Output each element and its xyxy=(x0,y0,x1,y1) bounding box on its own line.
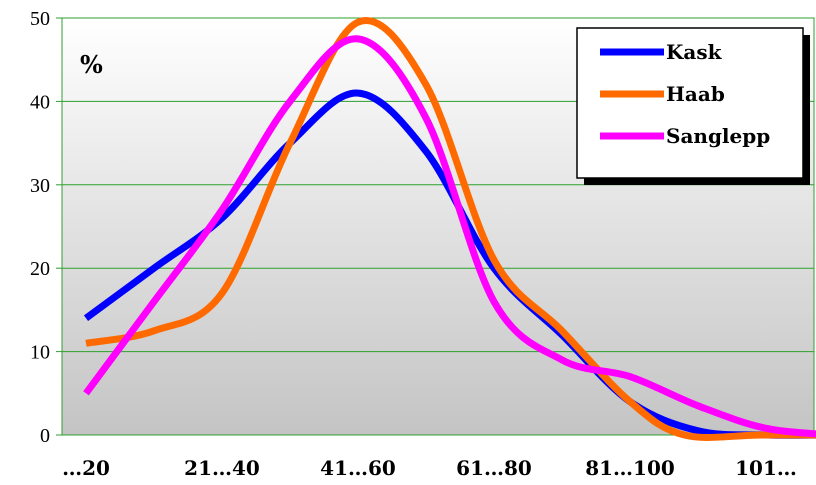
y-tick-label: 20 xyxy=(30,258,50,280)
series-line-haab xyxy=(85,17,816,441)
y-tick-label: 40 xyxy=(30,91,50,113)
x-tick-label: 41…60 xyxy=(320,456,396,480)
x-tick-label: 81…100 xyxy=(585,456,675,480)
legend-label: Sanglepp xyxy=(666,124,770,148)
y-tick-label: 50 xyxy=(30,8,50,30)
legend: Kask Haab Sanglepp xyxy=(576,27,810,185)
y-axis-label: % xyxy=(80,50,103,79)
legend-label: Kask xyxy=(666,40,723,64)
legend-item-kask: Kask xyxy=(600,40,723,64)
y-axis: 0 10 20 30 40 50 xyxy=(30,8,62,447)
y-tick-label: 30 xyxy=(30,175,50,197)
y-tick-label: 10 xyxy=(30,342,50,364)
x-tick-label: 21…40 xyxy=(184,456,260,480)
x-tick-label: 101… xyxy=(735,456,797,480)
x-tick-label: 61…80 xyxy=(456,456,532,480)
series-lines xyxy=(83,17,816,441)
legend-item-sanglepp: Sanglepp xyxy=(600,124,770,148)
x-tick-label: …20 xyxy=(62,456,110,480)
y-tick-label: 0 xyxy=(40,425,50,447)
series-line-sanglepp xyxy=(83,35,816,438)
legend-label: Haab xyxy=(666,82,725,106)
x-axis: …20 21…40 41…60 61…80 81…100 101… xyxy=(62,456,797,480)
legend-item-haab: Haab xyxy=(600,82,725,106)
